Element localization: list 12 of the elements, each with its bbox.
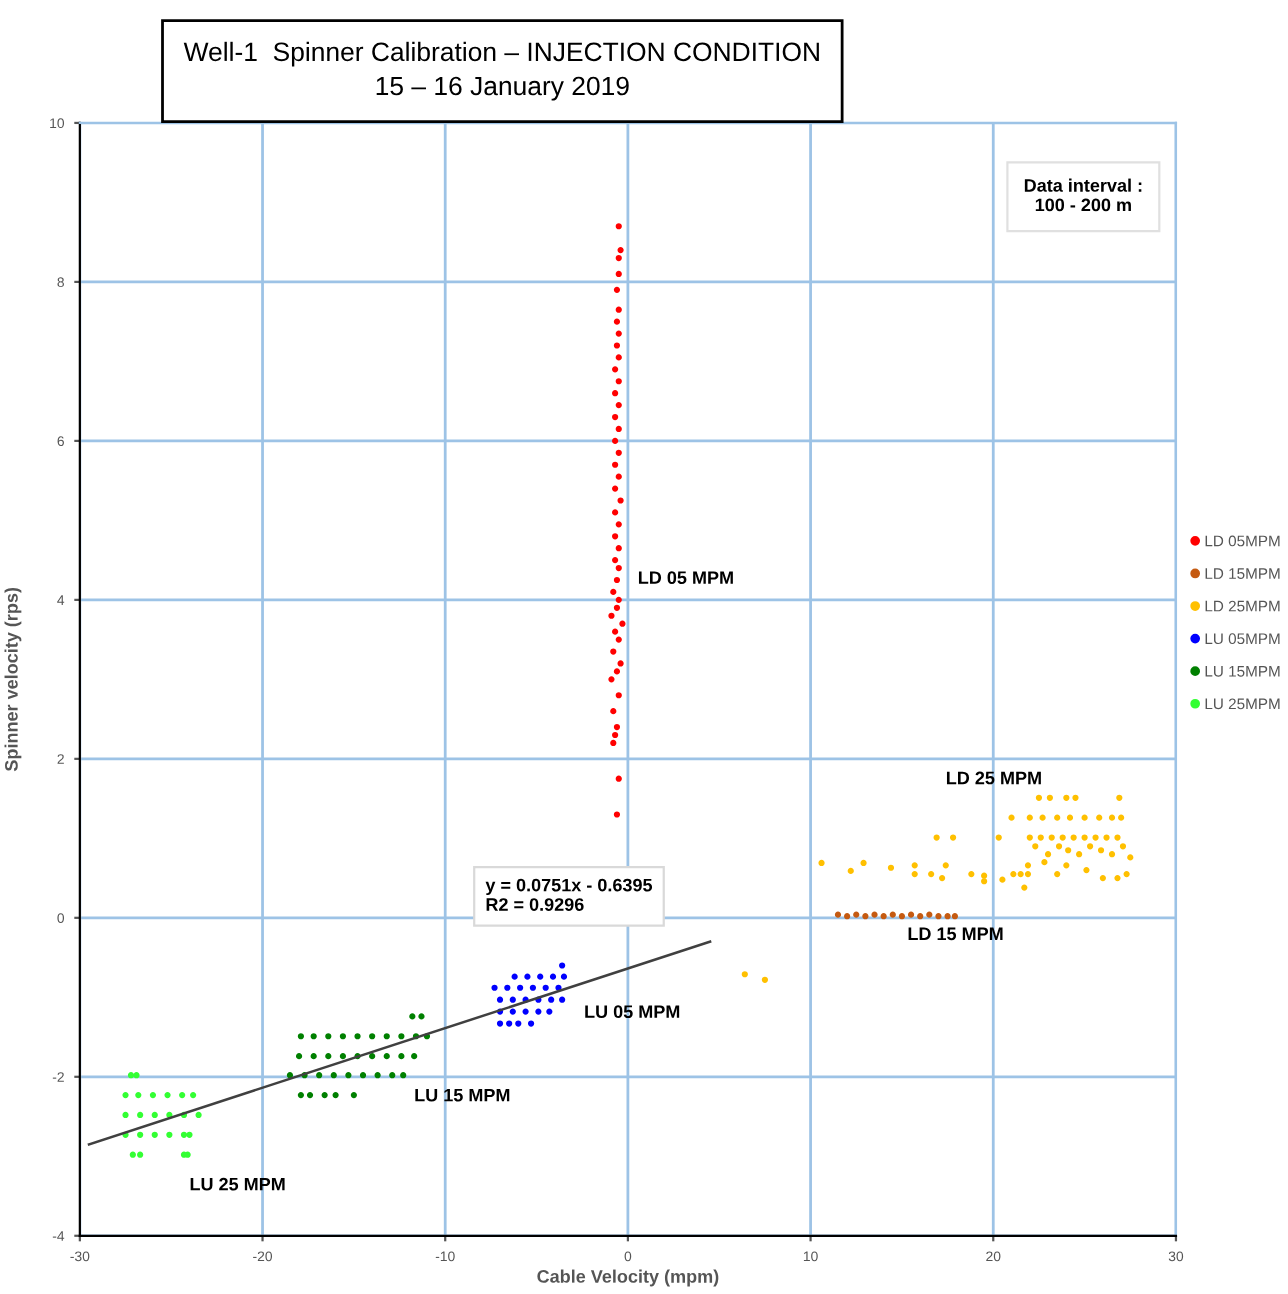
chart-title: Well-1 Spinner Calibration – INJECTION CONDITION <box>183 41 819 67</box>
annotation: Data interval : 100 - 200 m <box>1024 178 1142 212</box>
annotation: LD 15 MPM <box>908 927 1003 941</box>
annotation: LD 05 MPM <box>638 571 733 585</box>
annotation: LD 25 MPM <box>946 771 1041 785</box>
annotation: LU 05 MPM <box>585 1005 680 1019</box>
x-axis-title: Cable Velocity (mpm) <box>537 1269 719 1287</box>
y-axis-title: Spinner velocity (rps) <box>4 587 22 772</box>
chart-subtitle: 15 – 16 January 2019 <box>376 76 629 101</box>
annotation: LU 15 MPM <box>415 1088 510 1102</box>
annotation: LU 25 MPM <box>190 1177 285 1191</box>
annotation: y = 0.0751x - 0.6395 R2 = 0.9296 <box>485 878 653 911</box>
